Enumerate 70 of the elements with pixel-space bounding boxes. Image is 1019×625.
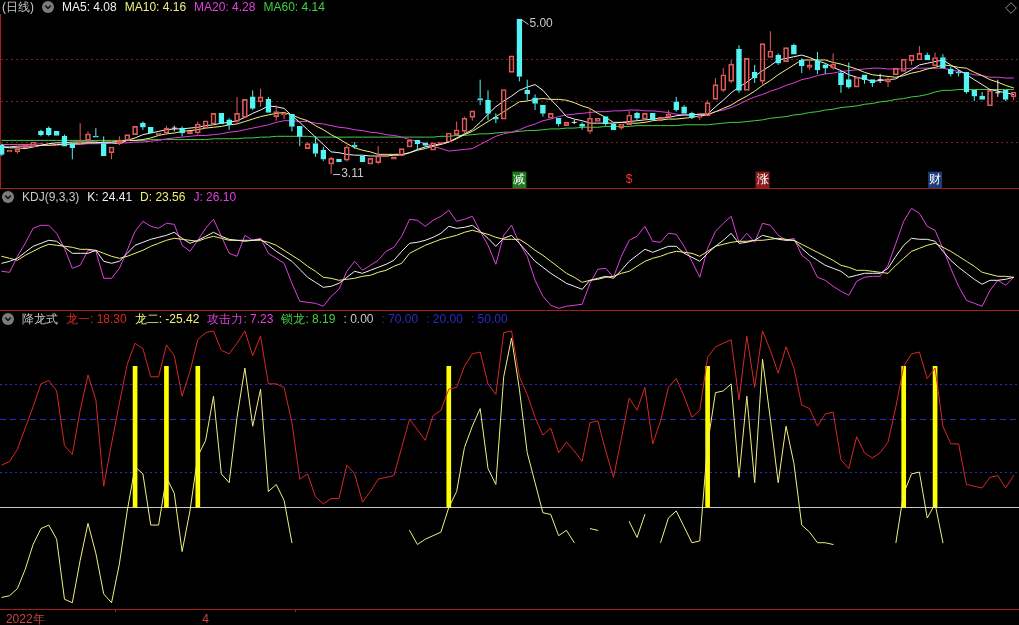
- candlestick: [69, 143, 76, 160]
- candlestick: [336, 158, 342, 163]
- candlestick: [147, 126, 154, 134]
- candlestick: [579, 121, 585, 131]
- candlestick: [493, 112, 499, 124]
- x-tick-label: 减: [513, 172, 526, 187]
- chart-title: (日线): [2, 0, 34, 14]
- chart-title: KDJ(9,3,3): [22, 190, 80, 204]
- candlestick: [524, 79, 531, 101]
- candlestick: [775, 52, 782, 66]
- series-label: 龙一: 18.30: [66, 312, 127, 326]
- candlestick: [6, 149, 13, 153]
- candlestick: [838, 70, 844, 94]
- candlestick: [822, 62, 829, 75]
- candlestick: [751, 64, 758, 84]
- text: MA5: 4.08: [62, 0, 117, 14]
- candlestick: [649, 112, 656, 121]
- candlestick: [93, 127, 99, 138]
- candlestick: [861, 74, 868, 85]
- candlestick: [179, 125, 185, 137]
- text: D: 23.56: [140, 190, 186, 204]
- candlestick: [532, 93, 538, 111]
- text: MA60: 4.14: [263, 0, 325, 14]
- candlestick: [689, 111, 695, 120]
- chart-title: 降龙式: [22, 312, 58, 326]
- candlestick: [249, 89, 256, 111]
- candlestick: [736, 44, 742, 94]
- candlestick: [798, 57, 805, 74]
- candlestick: [681, 104, 687, 114]
- ref-line-label: : 70.00: [381, 312, 419, 326]
- x-tick-label: 涨: [756, 172, 769, 187]
- candlestick: [38, 129, 44, 137]
- candlestick: [171, 125, 178, 132]
- candlestick: [634, 111, 640, 121]
- candlestick: [100, 135, 107, 157]
- x-tick-label: $: [625, 172, 633, 187]
- text: 3.11: [341, 166, 364, 181]
- ref-line-label: : 20.00: [426, 312, 463, 326]
- legend-label: 攻击力: 7.23: [207, 312, 274, 326]
- candlestick: [45, 125, 52, 137]
- ref-line-label: : 0.00: [343, 312, 374, 326]
- candlestick: [994, 79, 1001, 98]
- candlestick: [289, 113, 295, 132]
- candlestick: [53, 131, 60, 136]
- ref-line-label: : 50.00: [470, 312, 508, 326]
- text: 5.00: [529, 16, 553, 31]
- legend-label: 锁龙: 8.19: [281, 312, 336, 326]
- candlestick: [485, 89, 491, 121]
- x-tick-label: 2022年: [5, 611, 45, 625]
- candlestick: [877, 73, 884, 84]
- candlestick: [296, 126, 303, 147]
- candlestick: [971, 90, 978, 102]
- series-label: J: 26.10: [193, 190, 237, 204]
- candlestick: [155, 132, 162, 135]
- x-tick-label: 财: [929, 172, 942, 187]
- candlestick: [226, 117, 233, 131]
- candlestick: [791, 43, 797, 55]
- text: MA20: 4.28: [194, 0, 256, 14]
- candlestick: [477, 79, 483, 106]
- candlestick: [673, 96, 680, 113]
- text: MA10: 4.16: [124, 0, 187, 14]
- candlestick: [140, 121, 146, 131]
- text: 龙二: -25.42: [134, 312, 200, 326]
- candlestick: [845, 61, 852, 90]
- text: K: 24.41: [87, 190, 133, 204]
- candlestick: [940, 53, 946, 69]
- candlestick: [979, 91, 985, 100]
- candlestick: [924, 52, 931, 61]
- x-tick-label: 4: [202, 611, 210, 625]
- candlestick: [540, 104, 546, 118]
